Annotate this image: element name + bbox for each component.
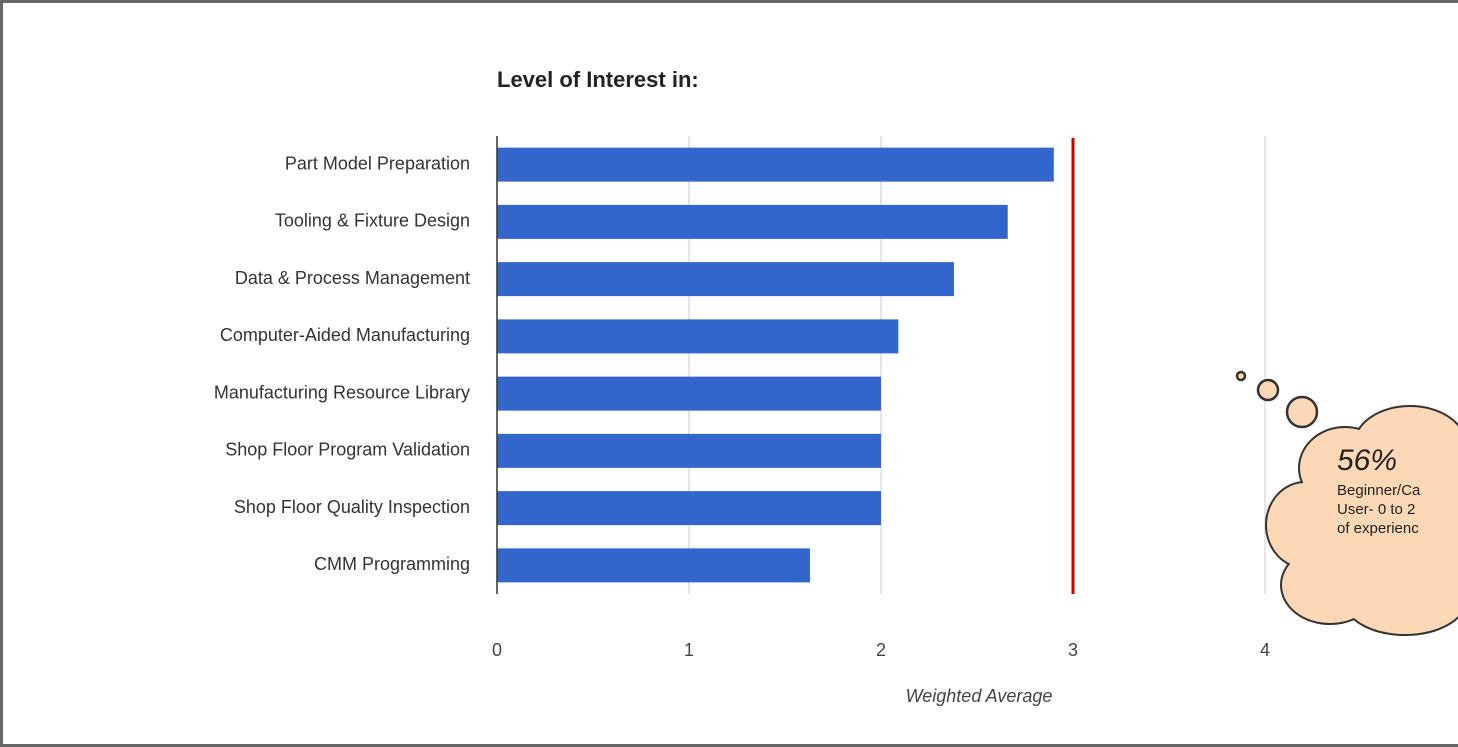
y-tick-label: Shop Floor Program Validation [225, 440, 470, 460]
callout-line: User- 0 to 2 [1337, 501, 1415, 518]
x-tick-label: 1 [684, 640, 694, 660]
thought-bubble [1235, 370, 1247, 382]
bar [497, 147, 1054, 182]
bar [497, 491, 881, 526]
callout-cloud: 56% Beginner/Ca User- 0 to 2 of experienc [1235, 370, 1458, 636]
y-tick-label: Shop Floor Quality Inspection [234, 497, 470, 517]
x-axis-title: Weighted Average [906, 686, 1053, 706]
thought-bubble [1256, 378, 1280, 402]
callout-line: of experienc [1337, 520, 1419, 537]
bar [497, 204, 1008, 239]
x-tick-label: 2 [876, 640, 886, 660]
bar [497, 376, 881, 411]
bar [497, 319, 899, 354]
y-tick-label: Manufacturing Resource Library [214, 382, 470, 402]
y-tick-label: Part Model Preparation [285, 153, 470, 173]
x-tick-label: 3 [1068, 640, 1078, 660]
y-tick-label: Computer-Aided Manufacturing [220, 325, 470, 345]
x-tick-label: 0 [492, 640, 502, 660]
y-tick-label: Tooling & Fixture Design [275, 211, 470, 231]
thought-bubble [1285, 395, 1319, 429]
cloud-fill [1267, 407, 1458, 634]
y-tick-label: Data & Process Management [235, 268, 470, 288]
bar [497, 262, 954, 297]
chart-title: Level of Interest in: [497, 67, 699, 92]
y-tick-label: CMM Programming [314, 554, 470, 574]
callout-line: Beginner/Ca [1337, 482, 1421, 499]
x-tick-label: 4 [1260, 640, 1270, 660]
bar [497, 548, 810, 583]
callout-headline: 56% [1337, 444, 1397, 477]
bar [497, 433, 881, 468]
